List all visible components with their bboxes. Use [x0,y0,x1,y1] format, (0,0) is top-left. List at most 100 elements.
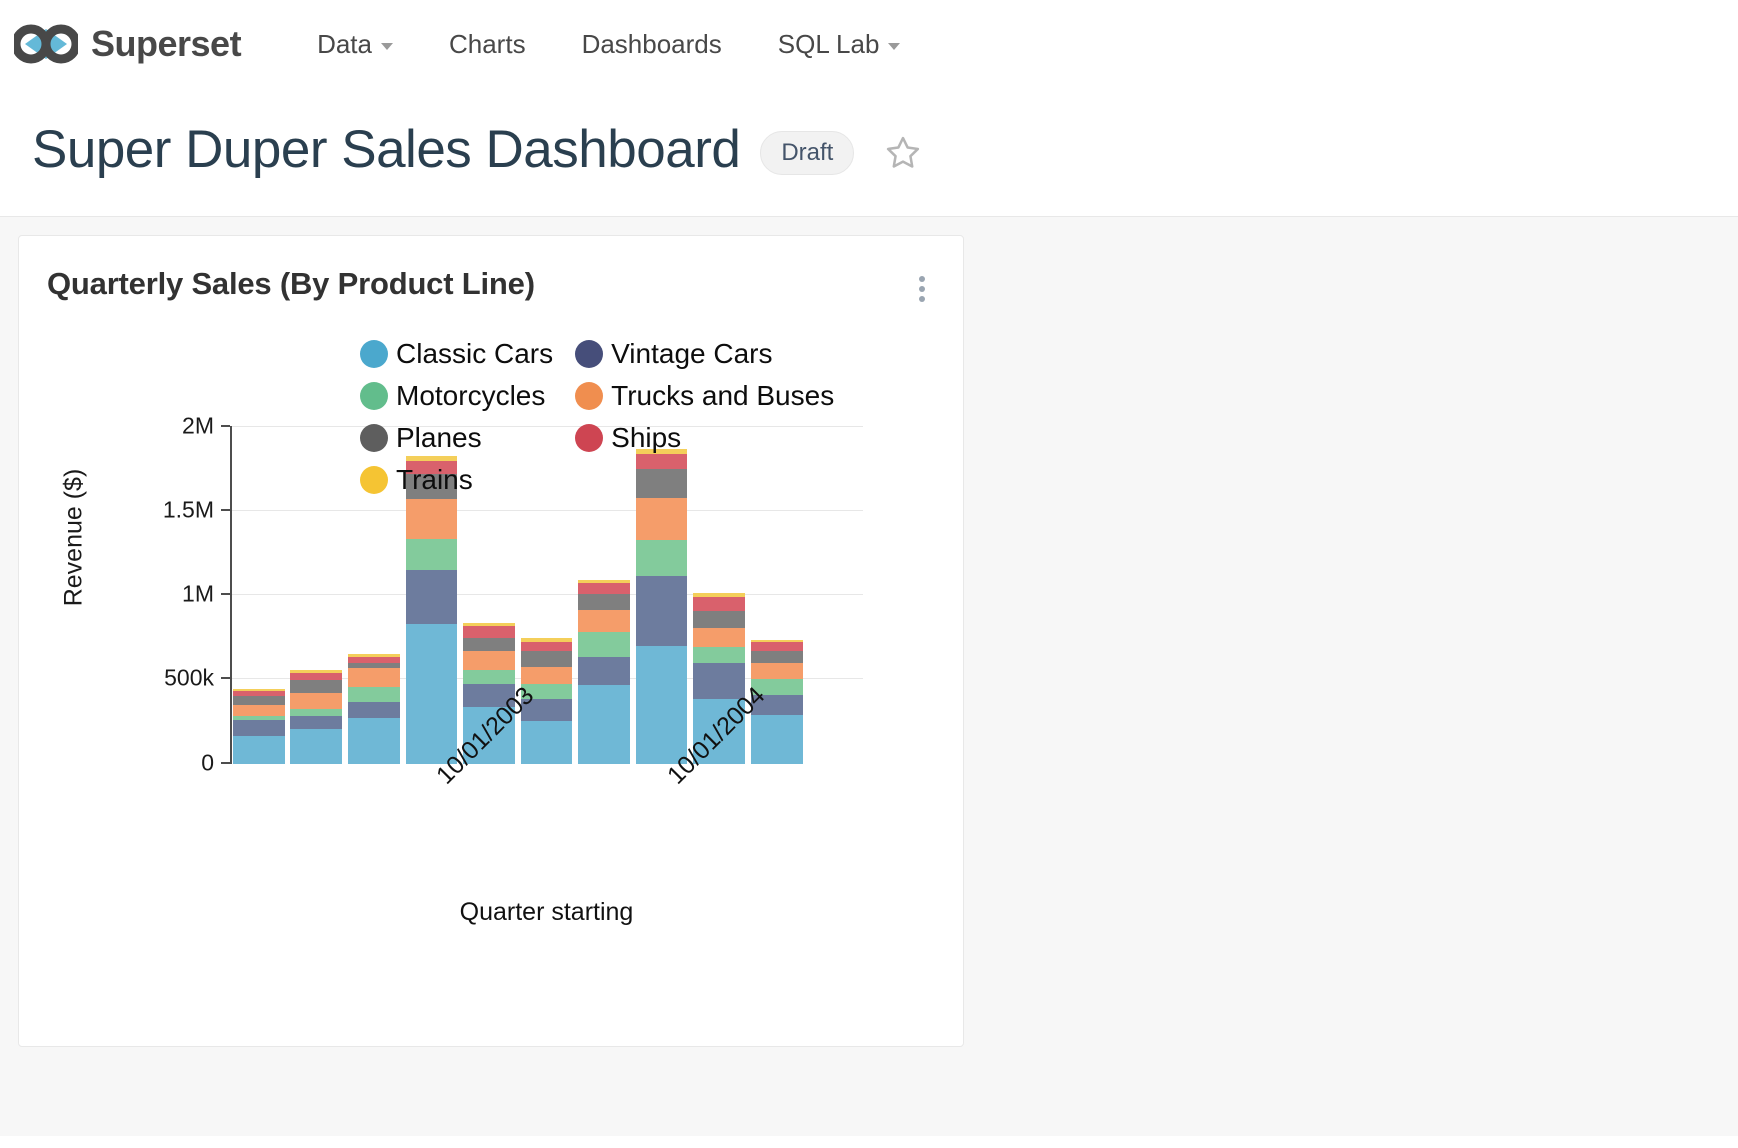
bar-segment[interactable] [750,639,803,643]
bar-segment[interactable] [635,575,688,646]
bar-segment[interactable] [405,569,458,624]
bar-segment[interactable] [347,656,400,663]
legend-item[interactable]: Ships [575,422,834,454]
bar-segment[interactable] [405,473,458,500]
bar-segment[interactable] [232,696,285,705]
bar-segment[interactable] [693,628,746,647]
bar-segment[interactable] [578,580,630,584]
bar-segment[interactable] [520,698,573,721]
bar-segment[interactable] [463,707,515,764]
nav-item-dashboards[interactable]: Dashboards [554,29,750,60]
status-badge[interactable]: Draft [760,130,855,175]
bar-segment[interactable] [693,611,746,629]
kebab-menu-icon[interactable] [909,266,935,312]
bar-segment[interactable] [290,680,343,693]
bar-segment[interactable] [520,683,573,699]
legend-item[interactable]: Trucks and Buses [575,380,834,412]
nav-item-data[interactable]: Data [289,29,421,60]
brand-logo-link[interactable]: Superset [14,23,242,65]
bar-segment[interactable] [693,592,746,597]
bar-segment[interactable] [347,654,400,657]
bar-segment[interactable] [290,729,343,764]
bar-segment[interactable] [750,695,803,715]
bar-segment[interactable] [290,708,343,717]
bar-segment[interactable] [405,499,458,539]
bar-segment[interactable] [232,688,285,692]
nav-item-label: Charts [448,28,526,59]
bar-segment[interactable] [232,715,285,720]
bar-segment[interactable] [520,638,573,642]
bar-segment[interactable] [232,691,285,697]
bar-segment[interactable] [578,583,630,595]
bar-segment[interactable] [635,468,688,499]
bar-stack[interactable] [405,456,458,764]
bar-segment[interactable] [693,662,746,699]
bar-stack[interactable] [290,670,343,764]
bar-segment[interactable] [520,666,573,684]
bar-segment[interactable] [463,626,515,639]
legend-item[interactable]: Planes [360,422,553,454]
legend-item[interactable]: Classic Cars [360,338,553,370]
bar-segment[interactable] [347,687,400,703]
bar-segment[interactable] [463,684,515,708]
bar-segment[interactable] [347,718,400,764]
bar-segment[interactable] [578,685,630,764]
bar-segment[interactable] [463,638,515,651]
bar-segment[interactable] [750,663,803,680]
nav-item-sql-lab[interactable]: SQL Lab [750,29,929,60]
bar-segment[interactable] [405,456,458,462]
bar-segment[interactable] [347,668,400,687]
chart-card-header: Quarterly Sales (By Product Line) [47,266,935,312]
bar-segment[interactable] [635,539,688,576]
bar-stack[interactable] [635,448,688,764]
bar-segment[interactable] [635,448,688,454]
bar-segment[interactable] [405,623,458,764]
bar-stack[interactable] [750,639,803,764]
bar-stack[interactable] [463,623,515,764]
legend-item[interactable]: Motorcycles [360,380,553,412]
bar-segment[interactable] [635,645,688,764]
bar-segment[interactable] [232,719,285,736]
bar-segment[interactable] [578,632,630,657]
bar-stack[interactable] [347,654,400,764]
bar-segment[interactable] [578,656,630,686]
legend-item[interactable]: Trains [360,464,553,496]
legend-color-swatch-icon [360,339,388,368]
bar-segment[interactable] [290,716,343,730]
bar-segment[interactable] [750,650,803,664]
favorite-star-icon[interactable] [884,134,922,172]
bar-segment[interactable] [693,698,746,764]
bar-segment[interactable] [347,702,400,719]
bar-segment[interactable] [347,662,400,669]
bar-stack[interactable] [693,592,746,764]
bar-stack[interactable] [578,580,630,764]
bar-segment[interactable] [520,720,573,764]
bar-segment[interactable] [578,610,630,633]
bar-stack[interactable] [232,688,285,764]
bar-segment[interactable] [290,670,343,673]
bar-segment[interactable] [693,646,746,663]
bar-segment[interactable] [578,594,630,611]
bar-segment[interactable] [520,650,573,667]
bar-segment[interactable] [405,461,458,474]
bar-stack[interactable] [520,638,573,764]
bar-segment[interactable] [635,498,688,540]
bar-segment[interactable] [232,735,285,764]
bar-segment[interactable] [635,453,688,469]
nav-item-charts[interactable]: Charts [421,29,554,60]
bar-segment[interactable] [405,538,458,570]
bar-segment[interactable] [463,670,515,685]
bar-segment[interactable] [520,641,573,651]
bar-segment[interactable] [290,692,343,709]
bar-segment[interactable] [750,714,803,764]
bar-segment[interactable] [290,672,343,681]
bar-segment[interactable] [232,704,285,716]
bar-segment[interactable] [463,623,515,627]
page-title[interactable]: Super Duper Sales Dashboard [32,120,741,179]
gridline [230,594,863,596]
bar-segment[interactable] [750,642,803,651]
legend-item[interactable]: Vintage Cars [575,338,834,370]
bar-segment[interactable] [693,596,746,612]
bar-segment[interactable] [463,650,515,671]
bar-segment[interactable] [750,679,803,696]
